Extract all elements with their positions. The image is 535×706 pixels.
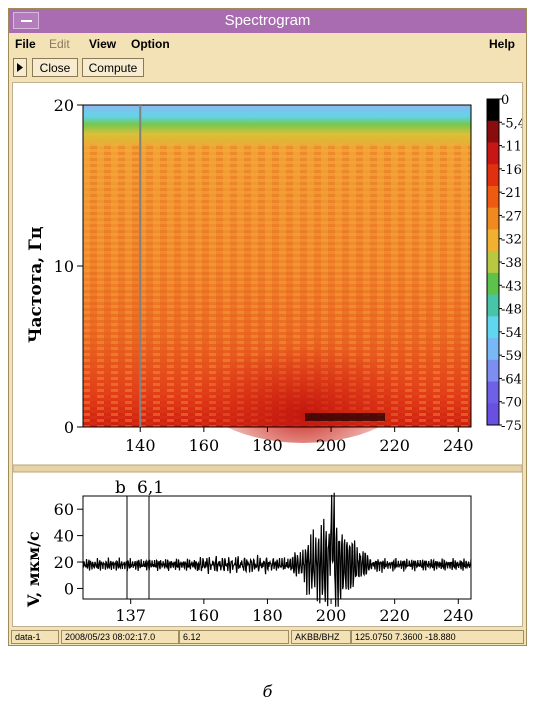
spectrogram-hotspot (183, 303, 423, 443)
y-tick-label: 10 (54, 257, 74, 276)
menu-bar: File Edit View Option Help (9, 34, 526, 54)
colorbar-segment (487, 142, 499, 165)
x-tick-label: 240 (443, 436, 474, 455)
menu-file[interactable]: File (15, 37, 36, 51)
arrow-right-icon (17, 63, 23, 72)
x-tick-label: 200 (316, 436, 347, 455)
window-menu-button[interactable] (13, 12, 39, 29)
colorbar-segment (487, 316, 499, 339)
menu-option[interactable]: Option (131, 37, 170, 51)
x-tick-label: 160 (189, 436, 220, 455)
x-tick-label: 137 (115, 606, 146, 625)
status-coords: 125.0750 7.3600 -18.880 (351, 630, 524, 644)
colorbar-segment (487, 251, 499, 274)
spectrogram-window: Spectrogram File Edit View Option Help C… (8, 8, 527, 646)
spectrogram-y-ticks: 0 10 20 (54, 96, 83, 437)
colorbar-segment (487, 338, 499, 361)
colorbar-segment (487, 99, 499, 122)
colorbar-segment (487, 381, 499, 404)
waveform-trace (82, 492, 472, 607)
menu-edit[interactable]: Edit (49, 37, 70, 51)
x-tick-label: 180 (252, 606, 283, 625)
pane-splitter[interactable] (12, 464, 523, 473)
seismogram-ylabel: V, мкм/с (24, 531, 43, 608)
colorbar: 0 -5,4 -11 -16 -21 -27 -32 -38 -43 -48 -54 -59 -64 -7… (486, 93, 526, 434)
colorbar-label: -75 (501, 419, 522, 434)
spectrogram-x-ticks: 140 160 180 200 220 240 (125, 427, 474, 455)
y-tick-label: 40 (54, 527, 74, 546)
status-timestamp: 2008/05/23 08:02:17.0 (61, 630, 179, 644)
x-tick-label: 220 (379, 606, 410, 625)
y-tick-label: 20 (54, 96, 74, 115)
colorbar-label: -48 (501, 303, 522, 318)
colorbar-label: -70 (501, 396, 522, 411)
x-tick-label: 220 (379, 436, 410, 455)
seismogram-plot: b 6,1 V, мкм/с 0 20 40 60 137 160 180 200 220 24… (24, 478, 474, 625)
status-station-id: data-1 (11, 630, 59, 644)
spectrogram-peak (305, 413, 385, 421)
colorbar-label: 0 (501, 93, 509, 108)
colorbar-segment (487, 229, 499, 252)
y-tick-label: 20 (54, 553, 74, 572)
colorbar-label: -5,4 (501, 116, 522, 131)
colorbar-label: -59 (501, 349, 522, 364)
marker-label-6-1: 6,1 (137, 478, 164, 498)
colorbar-label: -21 (501, 186, 522, 201)
colorbar-segment (487, 294, 499, 317)
spectrogram-plot: Частота, Гц 0 10 20 140 160 180 200 220 240 0 -5… (26, 93, 526, 455)
colorbar-label: -32 (501, 233, 522, 248)
colorbar-segment (487, 207, 499, 230)
menu-view[interactable]: View (89, 37, 117, 51)
compute-button[interactable]: Compute (82, 58, 144, 77)
colorbar-label: -38 (501, 256, 522, 271)
colorbar-label: -27 (501, 209, 522, 224)
y-tick-label: 60 (54, 500, 74, 519)
colorbar-segment (487, 120, 499, 143)
seismogram-frame (82, 495, 472, 600)
spectrogram-ylabel: Частота, Гц (26, 227, 46, 343)
toolbar: Close Compute (9, 56, 526, 80)
y-tick-label: 0 (64, 418, 74, 437)
colorbar-label: -43 (501, 279, 522, 294)
colorbar-segment (487, 164, 499, 187)
colorbar-label: -54 (501, 326, 522, 341)
status-value: 6.12 (179, 630, 289, 644)
x-tick-label: 200 (316, 606, 347, 625)
plot-canvas: Частота, Гц 0 10 20 140 160 180 200 220 240 0 -5… (12, 82, 526, 627)
marker-label-b: b (115, 478, 126, 498)
colorbar-label: -16 (501, 163, 522, 178)
y-tick-label: 0 (64, 579, 74, 598)
colorbar-label: -64 (501, 372, 522, 387)
x-tick-label: 180 (252, 436, 283, 455)
colorbar-segment (487, 359, 499, 383)
x-tick-label: 240 (443, 606, 474, 625)
seismogram-x-ticks: 137 160 180 200 220 240 (115, 599, 474, 625)
play-icon[interactable] (13, 58, 27, 77)
status-channel: AKBB/BHZ (291, 630, 351, 644)
colorbar-segment (487, 185, 499, 209)
menu-help[interactable]: Help (489, 37, 516, 51)
colorbar-label: -11 (501, 140, 522, 155)
colorbar-segment (487, 272, 499, 296)
close-button[interactable]: Close (32, 58, 78, 77)
seismogram-y-ticks: 0 20 40 60 (54, 500, 83, 598)
x-tick-label: 140 (125, 436, 156, 455)
figure-caption: б (262, 682, 273, 701)
colorbar-segment (487, 403, 499, 426)
status-bar: data-1 2008/05/23 08:02:17.0 6.12 AKBB/B… (9, 629, 526, 645)
window-title: Spectrogram (224, 12, 311, 29)
title-bar[interactable]: Spectrogram (9, 9, 526, 33)
x-tick-label: 160 (189, 606, 220, 625)
